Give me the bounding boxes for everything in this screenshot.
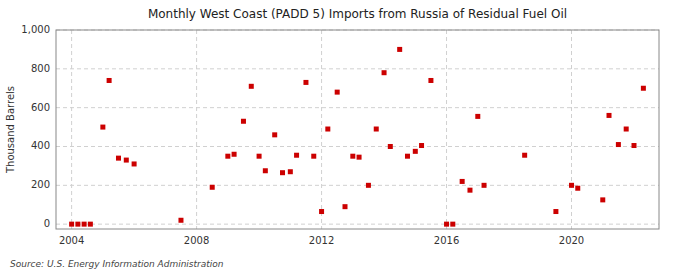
point xyxy=(467,188,472,193)
point xyxy=(294,153,299,158)
y-axis-label: Thousand Barrels xyxy=(5,86,16,174)
point xyxy=(575,186,580,191)
points xyxy=(69,47,646,227)
point xyxy=(366,183,371,188)
grid xyxy=(56,30,659,229)
point xyxy=(374,127,379,132)
point xyxy=(88,222,93,227)
y-grid-line xyxy=(56,107,659,108)
point xyxy=(263,168,268,173)
x-grid-line xyxy=(71,30,72,229)
point xyxy=(428,78,433,83)
y-tick-label: 400 xyxy=(31,140,50,151)
point xyxy=(444,222,449,227)
point xyxy=(116,156,121,161)
point xyxy=(413,149,418,154)
point xyxy=(475,114,480,119)
point xyxy=(272,132,277,137)
point xyxy=(419,143,424,148)
point xyxy=(69,222,74,227)
y-grid-line xyxy=(56,224,659,225)
point xyxy=(288,169,293,174)
point xyxy=(210,185,215,190)
title: Monthly West Coast (PADD 5) Imports from… xyxy=(148,7,567,21)
point xyxy=(450,222,455,227)
point xyxy=(241,119,246,124)
point xyxy=(100,125,105,130)
y-grid-line xyxy=(56,146,659,147)
point xyxy=(357,155,362,160)
point xyxy=(249,84,254,89)
point xyxy=(319,209,324,214)
point xyxy=(522,153,527,158)
point xyxy=(280,170,285,175)
x-tick-label: 2008 xyxy=(184,235,209,246)
y-tick-label: 800 xyxy=(31,63,50,74)
point xyxy=(397,47,402,52)
y-tick-label: 0 xyxy=(44,218,50,229)
point xyxy=(388,144,393,149)
point xyxy=(482,183,487,188)
chart: 0 200 400 600 800 1,000 2004 2008 2012 2016 2020 Mo… xyxy=(0,0,675,275)
point xyxy=(350,154,355,159)
point xyxy=(82,222,87,227)
x-tick-label: 2016 xyxy=(434,235,459,246)
point xyxy=(600,197,605,202)
point xyxy=(382,70,387,75)
x-grid-line xyxy=(446,30,447,229)
point xyxy=(311,154,316,159)
plot-frame xyxy=(56,30,659,229)
x-tick-label: 2020 xyxy=(559,235,584,246)
point xyxy=(569,183,574,188)
point xyxy=(405,154,410,159)
point xyxy=(343,204,348,209)
x-tick-label: 2004 xyxy=(59,235,84,246)
point xyxy=(624,127,629,132)
point xyxy=(607,113,612,118)
point xyxy=(641,86,646,91)
point xyxy=(460,179,465,184)
point xyxy=(553,209,558,214)
x-grid-line xyxy=(321,30,322,229)
y-tick-label: 200 xyxy=(31,179,50,190)
y-grid-line xyxy=(56,185,659,186)
point xyxy=(335,90,340,95)
plot-area xyxy=(56,30,659,229)
x-grid-line xyxy=(571,30,572,229)
point xyxy=(132,161,137,166)
point xyxy=(616,142,621,147)
point xyxy=(178,218,183,223)
point xyxy=(75,222,80,227)
x-tick-label: 2012 xyxy=(309,235,334,246)
point xyxy=(107,78,112,83)
x-grid-line xyxy=(196,30,197,229)
y-tick-label: 1,000 xyxy=(21,24,50,35)
source: Source: U.S. Energy Information Administ… xyxy=(10,259,224,269)
point xyxy=(124,158,129,163)
y-tick-label: 600 xyxy=(31,102,50,113)
point xyxy=(232,152,237,157)
y-grid-line xyxy=(56,68,659,69)
point xyxy=(257,154,262,159)
point xyxy=(303,80,308,85)
point xyxy=(325,127,330,132)
point xyxy=(632,143,637,148)
point xyxy=(225,154,230,159)
